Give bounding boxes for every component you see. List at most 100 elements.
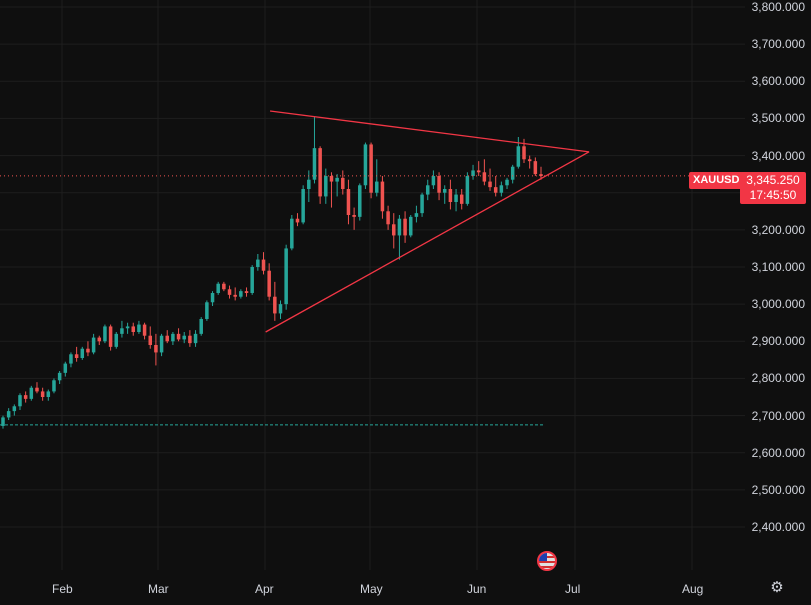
candle-body bbox=[193, 333, 198, 344]
candle bbox=[284, 244, 288, 310]
candle-body bbox=[250, 267, 254, 293]
y-tick-label: 3,200.000 bbox=[751, 222, 805, 237]
candle bbox=[233, 287, 237, 301]
candle bbox=[341, 170, 345, 195]
candle-body bbox=[369, 144, 373, 193]
candle-body bbox=[176, 333, 181, 340]
candle-body bbox=[114, 333, 119, 347]
candle bbox=[1, 415, 5, 429]
candle-body bbox=[120, 328, 124, 334]
candle bbox=[120, 320, 124, 338]
candle-body bbox=[171, 333, 175, 342]
candle-body bbox=[239, 291, 243, 297]
candle-body bbox=[165, 335, 169, 342]
candle bbox=[250, 265, 254, 295]
candle-body bbox=[448, 189, 453, 202]
candle bbox=[239, 289, 243, 299]
candle bbox=[165, 330, 169, 344]
x-tick-label: Apr bbox=[255, 582, 274, 596]
candle-body bbox=[69, 354, 73, 364]
y-tick-label: 3,500.000 bbox=[751, 111, 805, 126]
gear-icon[interactable]: ⚙ bbox=[770, 579, 784, 596]
candle bbox=[459, 189, 464, 210]
candle-body bbox=[267, 270, 271, 297]
candle-body bbox=[352, 215, 356, 217]
candle-body bbox=[539, 174, 543, 176]
candle-body bbox=[210, 293, 215, 303]
candle-body bbox=[278, 304, 283, 314]
candle-body bbox=[74, 354, 79, 358]
candle-body bbox=[57, 372, 62, 381]
candle bbox=[488, 168, 492, 191]
triangle-upper-line[interactable] bbox=[269, 110, 590, 153]
candle bbox=[533, 157, 538, 176]
candle-body bbox=[256, 259, 260, 267]
y-tick-label: 2,800.000 bbox=[751, 371, 805, 386]
candle bbox=[142, 322, 147, 340]
candle-body bbox=[273, 296, 277, 314]
candle bbox=[267, 263, 271, 301]
candle bbox=[408, 215, 413, 238]
candle-body bbox=[80, 348, 85, 358]
candle bbox=[386, 205, 390, 230]
candle-body bbox=[18, 395, 22, 407]
candle bbox=[210, 291, 215, 306]
candle bbox=[499, 181, 504, 197]
candle-body bbox=[12, 406, 17, 412]
candle bbox=[510, 164, 515, 184]
candle-body bbox=[324, 176, 328, 197]
candle bbox=[403, 211, 407, 243]
candle-body bbox=[476, 170, 481, 173]
candle-body bbox=[284, 248, 288, 305]
us-flag-icon[interactable] bbox=[537, 551, 557, 571]
candle-body bbox=[335, 177, 339, 182]
candle bbox=[380, 176, 385, 219]
candle-body bbox=[103, 326, 107, 342]
candle bbox=[256, 254, 260, 271]
candle bbox=[97, 335, 102, 345]
candle-body bbox=[91, 337, 96, 353]
candle-body bbox=[341, 177, 345, 189]
candle-body bbox=[233, 294, 237, 297]
candle bbox=[414, 205, 419, 223]
y-tick-label: 2,700.000 bbox=[751, 408, 805, 423]
candle bbox=[329, 172, 334, 208]
candle-body bbox=[52, 380, 56, 392]
candle bbox=[137, 320, 141, 334]
y-tick-label: 2,400.000 bbox=[751, 520, 805, 534]
candle bbox=[57, 371, 62, 384]
candle bbox=[318, 146, 322, 204]
x-tick-label: Feb bbox=[52, 582, 73, 596]
candle bbox=[114, 332, 119, 349]
candle bbox=[46, 389, 51, 401]
candle-body bbox=[216, 283, 220, 293]
candle-body bbox=[108, 326, 113, 347]
candle-body bbox=[1, 417, 5, 426]
candle bbox=[335, 174, 339, 197]
candle-body bbox=[182, 335, 186, 340]
candle-body bbox=[142, 324, 147, 336]
x-tick-label: Aug bbox=[682, 582, 704, 596]
x-tick-label: Mar bbox=[148, 582, 169, 596]
candle bbox=[216, 281, 220, 295]
candle bbox=[420, 192, 424, 217]
candle-body bbox=[222, 283, 226, 290]
candle-body bbox=[137, 324, 141, 332]
candle bbox=[527, 155, 532, 169]
candle bbox=[290, 215, 294, 251]
candle bbox=[159, 333, 164, 357]
triangle-pattern[interactable] bbox=[265, 110, 590, 333]
candle bbox=[29, 385, 34, 401]
y-tick-label: 3,000.000 bbox=[751, 297, 805, 312]
candle-body bbox=[493, 187, 498, 193]
candle-body bbox=[375, 181, 379, 193]
candle-body bbox=[358, 185, 362, 217]
candle bbox=[193, 330, 198, 347]
candle-body bbox=[363, 144, 368, 186]
candle bbox=[131, 322, 136, 336]
triangle-lower-line[interactable] bbox=[265, 151, 590, 333]
candle bbox=[199, 317, 203, 336]
candle bbox=[35, 382, 39, 394]
candle-body bbox=[522, 146, 526, 160]
candle bbox=[6, 408, 11, 421]
